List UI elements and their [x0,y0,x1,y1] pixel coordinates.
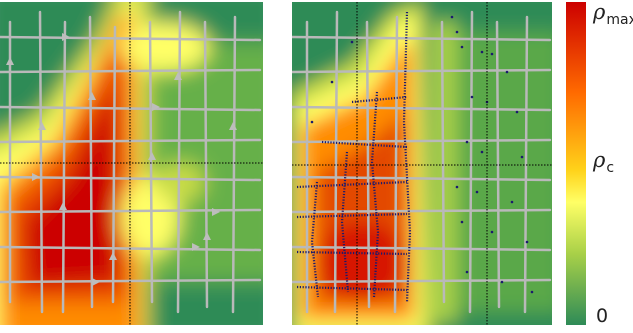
colorbar-gradient [566,2,586,325]
colorbar-max-label: ρmax [593,0,633,28]
density-map-left [0,2,263,325]
guide-lines-right [292,2,552,325]
rho-critical-symbol: ρ [593,148,606,172]
rho-max-subscript: max [606,12,633,28]
guide-lines-left [0,2,263,325]
density-field-right [292,2,552,325]
colorbar-min-label: 0 [596,305,609,327]
colorbar-critical-label: ρc [593,148,615,176]
density-map-right [292,2,552,325]
rho-max-symbol: ρ [593,0,606,24]
rho-critical-subscript: c [606,160,615,176]
density-field-left [0,2,263,325]
density-map-left-svg [0,2,263,325]
density-colorbar [566,2,586,325]
arrow-heads-left [6,33,237,286]
trajectory-lattice-right [296,11,412,303]
trajectory-dots-right [310,15,534,294]
velocity-arrows-right [292,10,552,314]
density-map-right-svg [292,2,552,325]
